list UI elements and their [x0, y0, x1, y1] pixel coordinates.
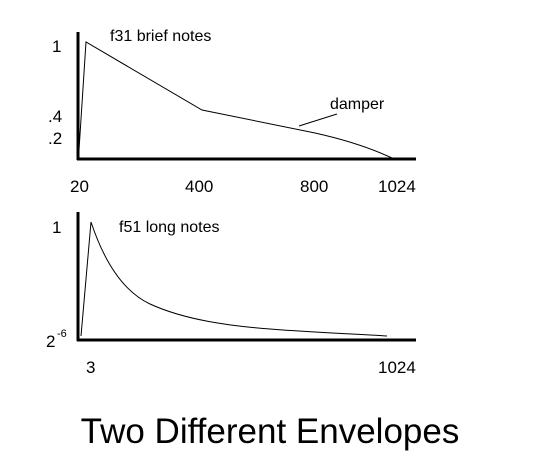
top-xtick-800: 800 [300, 177, 328, 196]
top-ytick-02: .2 [48, 129, 62, 148]
top-chart-title: f31 brief notes [110, 28, 211, 45]
bottom-ytick-1: 1 [52, 218, 61, 237]
bottom-envelope-curve [80, 221, 388, 337]
top-envelope-curve [78, 41, 393, 159]
top-ytick-04: .4 [48, 107, 62, 126]
top-xtick-1024: 1024 [378, 177, 416, 196]
damper-pointer [298, 113, 338, 127]
top-xtick-400: 400 [185, 177, 213, 196]
top-annotation-damper: damper [330, 96, 385, 113]
bottom-xtick-1024: 1024 [378, 358, 416, 377]
top-xtick-20: 20 [70, 177, 89, 196]
bottom-chart-title: f51 long notes [119, 219, 220, 236]
top-ytick-1: 1 [52, 37, 61, 56]
bottom-ytick-2: 2 [46, 332, 55, 351]
figure-title: Two Different Envelopes [80, 412, 460, 451]
bottom-xtick-3: 3 [86, 358, 95, 377]
bottom-ytick-superscript: -6 [57, 328, 67, 340]
